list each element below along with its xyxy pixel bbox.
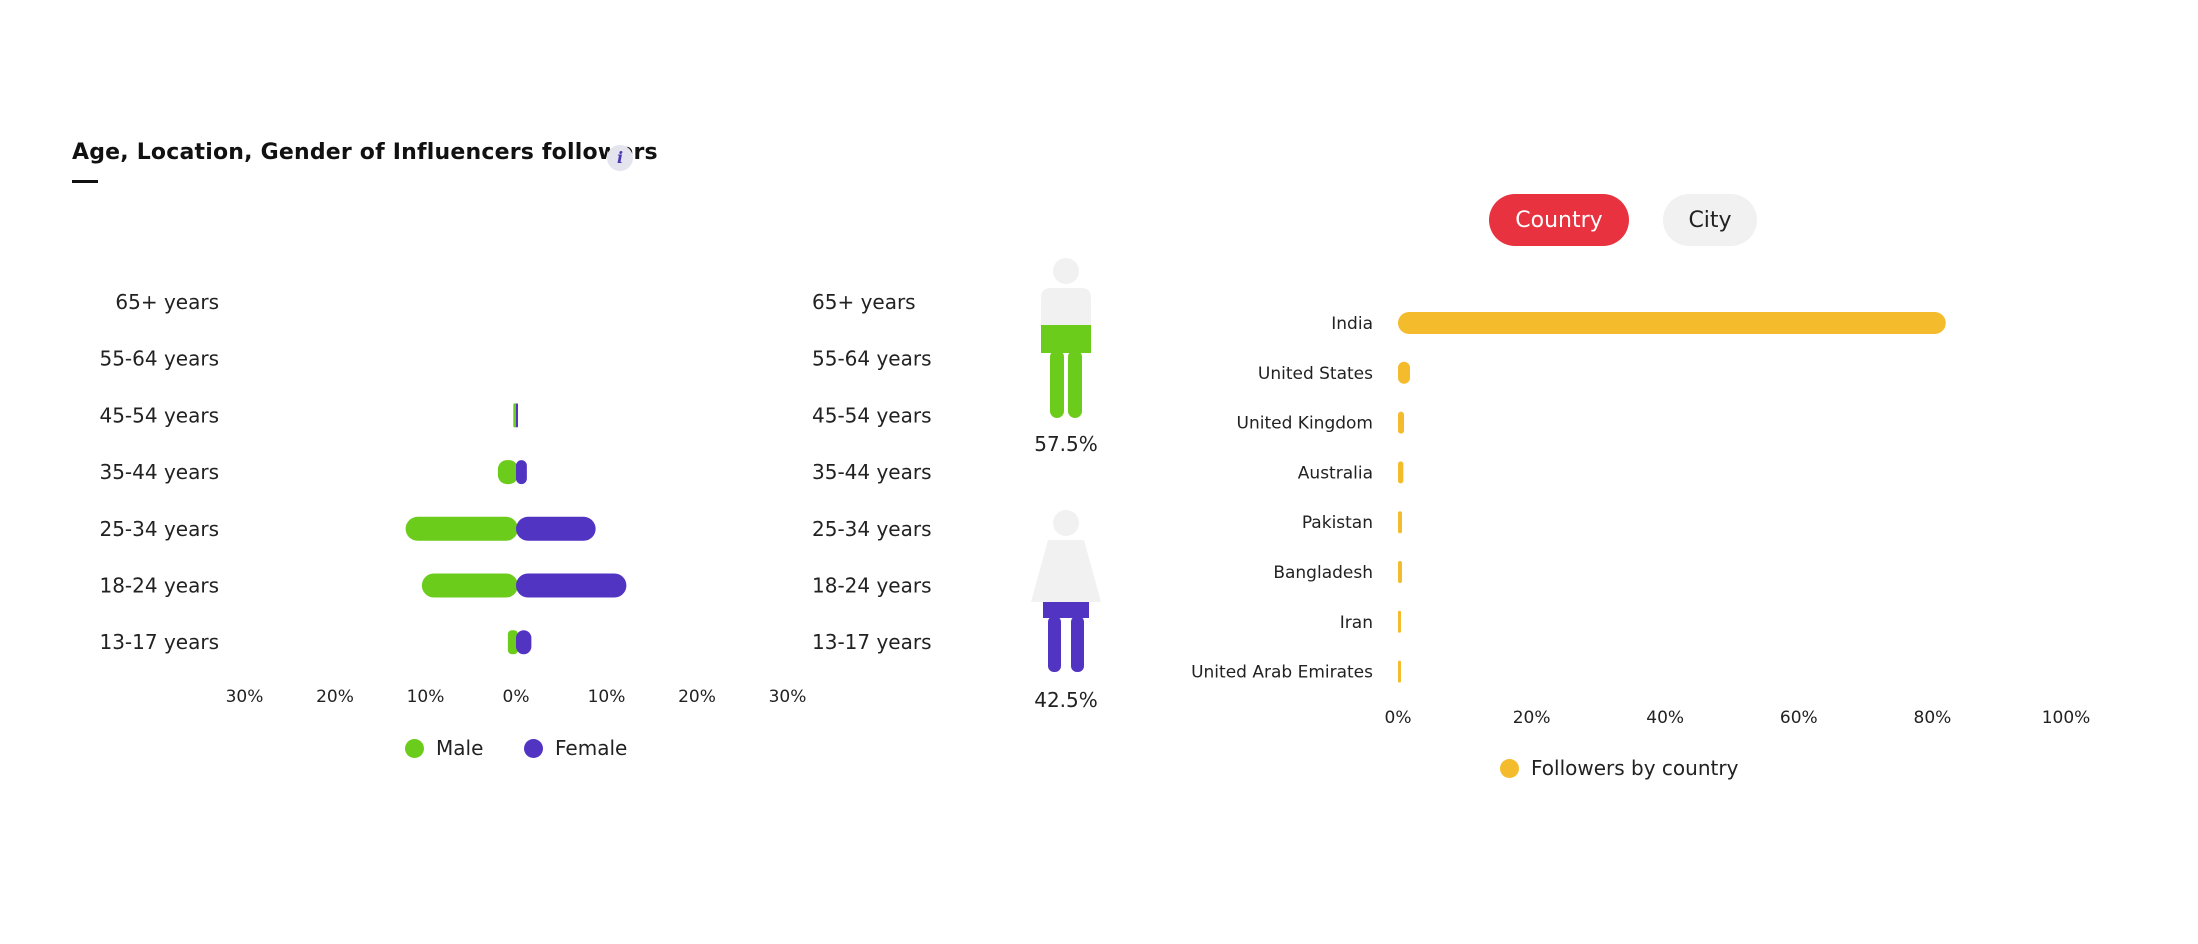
country-bar-chart: India United States United Kingdom Australi…: [1191, 312, 2090, 728]
bar-country-united-kingdom: [1398, 411, 1405, 434]
section-title: Age, Location, Gender of Influencers fol…: [72, 140, 658, 165]
age-pyramid-chart: 65+ years 65+ years 55-64 years 55-64 years…: [99, 290, 931, 707]
age-label-left-18-24-years: 18-24 years: [99, 574, 219, 598]
age-label-right-25-34-years: 25-34 years: [812, 517, 932, 541]
bar-country-united-arab-emirates: [1398, 660, 1401, 683]
country-x-tick: 40%: [1646, 708, 1684, 728]
country-label-united-kingdom: United Kingdom: [1237, 414, 1373, 434]
male-percentage: 57.5%: [1034, 432, 1098, 456]
age-label-left-45-54-years: 45-54 years: [99, 403, 219, 427]
legend-dot-female: [524, 738, 543, 758]
country-x-tick: 0%: [1385, 708, 1412, 728]
legend-item-male[interactable]: Male: [405, 736, 483, 760]
tab-country[interactable]: Country: [1489, 194, 1629, 246]
bar-male-13-17-years: [507, 630, 518, 655]
country-x-tick: 100%: [2042, 708, 2091, 728]
age-label-left-35-44-years: 35-44 years: [99, 460, 219, 484]
country-label-india: India: [1331, 314, 1373, 334]
bar-country-bangladesh: [1398, 561, 1403, 583]
pyramid-x-tick: 30%: [226, 687, 264, 707]
female-percentage: 42.5%: [1034, 688, 1098, 712]
bar-male-18-24-years: [421, 573, 518, 598]
title-underline: [72, 180, 98, 183]
age-label-left-55-64-years: 55-64 years: [99, 347, 219, 371]
age-label-right-18-24-years: 18-24 years: [812, 574, 932, 598]
age-label-right-13-17-years: 13-17 years: [812, 630, 932, 654]
bar-male-25-34-years: [405, 516, 518, 541]
country-x-tick: 80%: [1914, 708, 1952, 728]
male-figure-icon: [1041, 258, 1091, 418]
country-label-united-arab-emirates: United Arab Emirates: [1191, 663, 1373, 683]
pyramid-x-tick: 30%: [769, 687, 807, 707]
pyramid-x-tick: 10%: [407, 687, 445, 707]
pyramid-x-tick: 20%: [316, 687, 354, 707]
age-label-right-45-54-years: 45-54 years: [812, 403, 932, 427]
age-label-right-55-64-years: 55-64 years: [812, 347, 932, 371]
country-label-iran: Iran: [1340, 613, 1373, 633]
country-label-united-states: United States: [1258, 364, 1373, 384]
pyramid-x-tick: 0%: [503, 687, 530, 707]
bar-female-25-34-years: [516, 516, 596, 541]
age-label-left-65-years: 65+ years: [115, 290, 219, 314]
legend-dot-country: [1500, 758, 1519, 778]
legend-item-female[interactable]: Female: [524, 736, 627, 760]
pyramid-x-tick: 10%: [588, 687, 626, 707]
country-x-tick: 20%: [1513, 708, 1551, 728]
bar-female-35-44-years: [516, 460, 527, 485]
female-figure-icon: [1031, 510, 1101, 672]
pyramid-x-tick: 20%: [678, 687, 716, 707]
bar-female-45-54-years: [516, 403, 518, 428]
bar-female-18-24-years: [516, 573, 627, 598]
age-label-left-13-17-years: 13-17 years: [99, 630, 219, 654]
age-label-right-65-years: 65+ years: [812, 290, 916, 314]
bar-country-iran: [1398, 610, 1401, 633]
bar-male-35-44-years: [497, 460, 518, 485]
tab-city[interactable]: City: [1663, 194, 1757, 246]
legend-dot-male: [405, 738, 424, 758]
gender-split: 57.5% 42.5%: [1031, 258, 1101, 712]
age-label-left-25-34-years: 25-34 years: [99, 517, 219, 541]
legend-label-male: Male: [436, 736, 484, 760]
legend-item-followers-by-country[interactable]: Followers by country: [1500, 756, 1738, 780]
bar-female-13-17-years: [516, 630, 532, 655]
bar-country-united-states: [1398, 361, 1411, 384]
bar-country-australia: [1398, 461, 1404, 484]
country-label-bangladesh: Bangladesh: [1273, 563, 1373, 583]
country-x-tick: 60%: [1780, 708, 1818, 728]
country-label-australia: Australia: [1298, 463, 1373, 483]
legend-label-female: Female: [555, 736, 628, 760]
country-label-pakistan: Pakistan: [1302, 513, 1373, 533]
age-label-right-35-44-years: 35-44 years: [812, 460, 932, 484]
bar-country-pakistan: [1398, 511, 1403, 534]
bar-country-india: [1398, 312, 1946, 334]
info-icon[interactable]: i: [607, 145, 633, 171]
legend-label-country: Followers by country: [1531, 756, 1739, 780]
